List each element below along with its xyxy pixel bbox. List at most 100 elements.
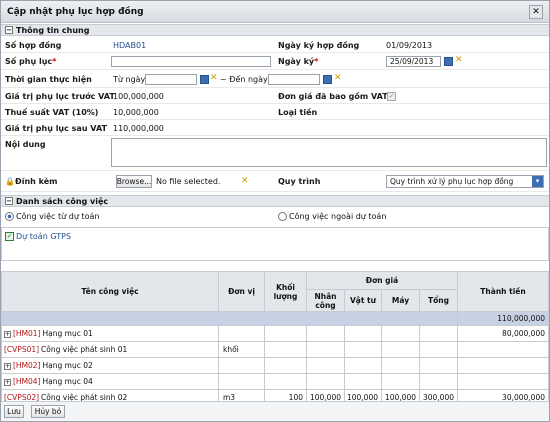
collapse-icon[interactable]: − bbox=[5, 26, 13, 34]
row-name: Hạng mục 04 bbox=[42, 377, 93, 386]
row-name: Công việc phát sinh 02 bbox=[41, 393, 128, 402]
footer-bar: Lưu Hủy bỏ bbox=[1, 401, 549, 421]
row-job-options: Công việc từ dự toán Công việc ngoài dự … bbox=[1, 209, 549, 224]
contract-no-value: HDAB01 bbox=[113, 40, 147, 50]
browse-button[interactable]: Browse... bbox=[116, 175, 152, 188]
col-total: Tổng bbox=[419, 289, 458, 312]
from-label: Từ ngày bbox=[113, 74, 146, 84]
cell-machine bbox=[381, 373, 420, 390]
lock-icon: 🔒 bbox=[5, 177, 15, 186]
process-select[interactable]: Quy trình xử lý phụ lục hợp đồng ▾ bbox=[386, 175, 544, 188]
chevron-down-icon[interactable]: ▾ bbox=[532, 176, 543, 187]
row-name: Công việc phát sinh 01 bbox=[41, 345, 128, 354]
row-vat: Thuế suất VAT (10%) 10,000,000 Loại tiền bbox=[1, 105, 549, 120]
expand-icon[interactable]: + bbox=[4, 379, 11, 386]
to-label: ~ Đến ngày bbox=[220, 74, 268, 84]
save-button[interactable]: Lưu bbox=[4, 405, 24, 418]
content-label: Nội dung bbox=[5, 140, 46, 149]
cell-unit bbox=[218, 357, 265, 374]
collapse-icon[interactable]: − bbox=[5, 197, 13, 205]
content-textarea[interactable] bbox=[111, 138, 547, 167]
cell-labor bbox=[306, 341, 345, 358]
row-attach: 🔒 Đính kèm Browse... No file selected. ✕… bbox=[1, 172, 549, 192]
calendar-icon[interactable] bbox=[323, 75, 332, 84]
section-general-header[interactable]: − Thông tin chung bbox=[1, 24, 549, 36]
col-material: Vật tư bbox=[344, 289, 382, 312]
summary-total: 110,000,000 bbox=[457, 311, 549, 326]
cell-amount bbox=[457, 341, 549, 358]
estimate-list: ✓ Dự toán GTPS bbox=[1, 227, 549, 261]
row-code: [HM04] bbox=[13, 377, 41, 386]
row-name: Hạng mục 02 bbox=[42, 361, 93, 370]
title-bar: Cập nhật phụ lục hợp đồng ✕ bbox=[1, 1, 549, 23]
row-code: [CVPS01] bbox=[4, 345, 40, 354]
clear-icon[interactable]: ✕ bbox=[210, 73, 218, 83]
calendar-icon[interactable] bbox=[444, 57, 453, 66]
cell-name: + [HM02] Hạng mục 02 bbox=[1, 357, 219, 374]
section-jobs-header[interactable]: − Danh sách công việc bbox=[1, 195, 549, 207]
cell-unit: khối bbox=[218, 341, 265, 358]
file-status: No file selected. bbox=[156, 177, 221, 186]
appendix-no-input[interactable] bbox=[111, 56, 271, 67]
row-code: [HM01] bbox=[13, 329, 41, 338]
col-amount: Thành tiền bbox=[457, 271, 549, 312]
row-period: Thời gian thực hiện Từ ngày ✕ ~ Đến ngày… bbox=[1, 71, 549, 88]
expand-icon[interactable]: + bbox=[4, 363, 11, 370]
jobs-table: Tên công việc Đơn vị Khối lượng Đơn giá … bbox=[1, 271, 549, 406]
cell-labor bbox=[306, 357, 345, 374]
clear-icon[interactable]: ✕ bbox=[455, 55, 463, 65]
col-qty: Khối lượng bbox=[264, 271, 307, 312]
summary-row: 110,000,000 bbox=[1, 311, 549, 326]
from-date-input[interactable] bbox=[145, 73, 197, 85]
period-label: Thời gian thực hiện bbox=[5, 74, 92, 84]
process-label: Quy trình bbox=[278, 177, 321, 186]
vat-label: Thuế suất VAT (10%) bbox=[5, 107, 99, 117]
cell-machine bbox=[381, 357, 420, 374]
radio-estimate[interactable] bbox=[5, 212, 14, 221]
appendix-no-label: Số phụ lục* bbox=[5, 57, 57, 66]
gtps-label: Dự toán GTPS bbox=[16, 232, 72, 241]
includes-vat-checkbox[interactable]: ✓ bbox=[387, 91, 396, 101]
window-title: Cập nhật phụ lục hợp đồng bbox=[7, 6, 144, 17]
sign-date-input[interactable]: 25/09/2013 bbox=[386, 56, 441, 67]
cell-machine bbox=[381, 325, 420, 342]
cell-total bbox=[419, 373, 458, 390]
cell-material bbox=[344, 325, 382, 342]
table-row[interactable]: + [HM01] Hạng mục 01 80,000,000 bbox=[1, 325, 549, 342]
cell-amount bbox=[457, 373, 549, 390]
close-icon[interactable]: ✕ bbox=[529, 4, 543, 19]
cell-amount bbox=[457, 357, 549, 374]
cell-material bbox=[344, 357, 382, 374]
table-row[interactable]: + [HM04] Hạng mục 04 bbox=[1, 373, 549, 390]
table-row[interactable]: [CVPS01] Công việc phát sinh 01 khối bbox=[1, 341, 549, 358]
expand-icon[interactable]: + bbox=[4, 331, 11, 338]
clear-icon[interactable]: ✕ bbox=[334, 73, 342, 83]
to-date-input[interactable] bbox=[268, 73, 320, 85]
cell-qty bbox=[264, 341, 307, 358]
cell-name: [CVPS01] Công việc phát sinh 01 bbox=[1, 341, 219, 358]
includes-vat-label: Đơn giá đã bao gồm VAT bbox=[278, 91, 388, 101]
cancel-button[interactable]: Hủy bỏ bbox=[31, 405, 65, 418]
gtps-checkbox[interactable]: ✓ bbox=[5, 232, 14, 241]
option-estimate-label: Công việc từ dự toán bbox=[16, 212, 100, 221]
col-machine: Máy bbox=[381, 289, 420, 312]
vat-value: 10,000,000 bbox=[113, 107, 159, 117]
cell-labor bbox=[306, 325, 345, 342]
contract-no-label: Số hợp đồng bbox=[5, 40, 62, 50]
row-post-vat: Giá trị phụ lục sau VAT 110,000,000 bbox=[1, 121, 549, 136]
cell-name: + [HM04] Hạng mục 04 bbox=[1, 373, 219, 390]
cell-qty bbox=[264, 325, 307, 342]
table-row[interactable]: + [HM02] Hạng mục 02 bbox=[1, 357, 549, 374]
cell-material bbox=[344, 373, 382, 390]
cell-total bbox=[419, 357, 458, 374]
row-pre-vat: Giá trị phụ lục trước VAT 100,000,000 Đơ… bbox=[1, 89, 549, 104]
row-code: [CVPS02] bbox=[4, 393, 40, 402]
cell-material bbox=[344, 341, 382, 358]
col-labor: Nhân công bbox=[306, 289, 345, 312]
radio-outside[interactable] bbox=[278, 212, 287, 221]
calendar-icon[interactable] bbox=[200, 75, 209, 84]
row-code: [HM02] bbox=[13, 361, 41, 370]
contract-date-value: 01/09/2013 bbox=[386, 40, 433, 50]
clear-icon[interactable]: ✕ bbox=[241, 176, 249, 186]
